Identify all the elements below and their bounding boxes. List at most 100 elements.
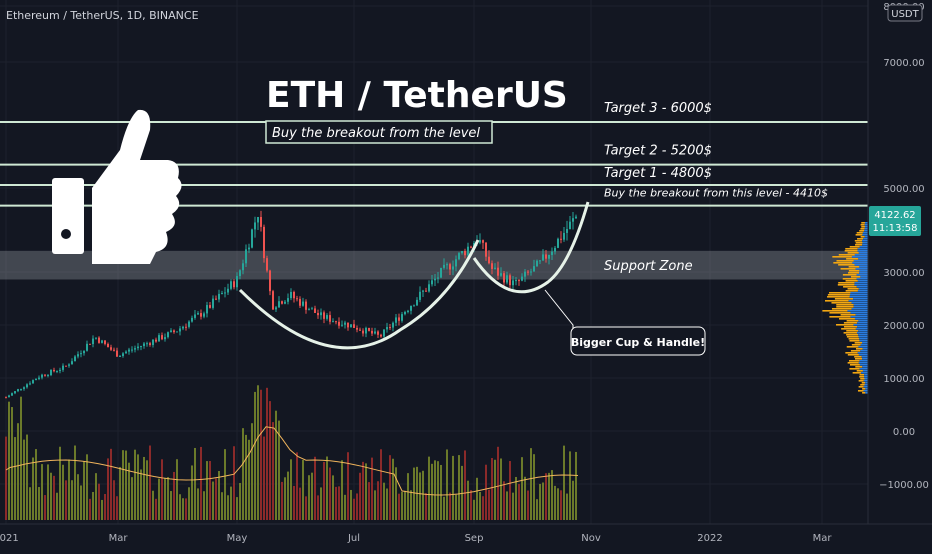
- candle-body: [191, 317, 193, 322]
- volume-bar: [92, 491, 94, 520]
- volume-bar: [230, 486, 232, 520]
- profile-bar-up: [833, 262, 853, 264]
- candle-body: [101, 340, 103, 343]
- candle-body: [131, 349, 133, 351]
- callout-box: [570, 326, 706, 356]
- volume-bar: [68, 459, 70, 520]
- current-price-badge: [869, 206, 921, 236]
- profile-bar-up: [855, 348, 863, 350]
- chart-title: ETH / TetherUS: [266, 75, 568, 116]
- volume-bar: [176, 459, 178, 520]
- candle-body: [92, 338, 94, 345]
- candle-body: [74, 356, 76, 362]
- y-tick-label: 5000.00: [883, 184, 924, 195]
- candle-body: [434, 278, 436, 281]
- profile-bar-up: [850, 350, 861, 352]
- candle-body: [104, 340, 106, 344]
- profile-bar-down: [857, 326, 868, 328]
- candle-body: [431, 280, 433, 285]
- volume-bar: [14, 437, 16, 520]
- candle-body: [335, 321, 337, 323]
- volume-bar: [185, 498, 187, 520]
- profile-bar-up: [844, 250, 858, 252]
- candle-body: [140, 346, 142, 348]
- candle-body: [158, 335, 160, 342]
- profile-bar-down: [857, 290, 868, 292]
- profile-bar-up: [859, 376, 865, 378]
- profile-bar-down: [858, 354, 868, 356]
- profile-bar-down: [856, 274, 868, 276]
- candle-body: [572, 218, 574, 222]
- volume-bar: [212, 481, 214, 520]
- volume-bar: [203, 491, 205, 520]
- volume-bar: [227, 495, 229, 520]
- profile-bar-up: [852, 372, 862, 374]
- candle-body: [278, 301, 280, 308]
- volume-bar: [446, 449, 448, 520]
- candle-body: [32, 380, 34, 384]
- profile-bar-up: [849, 368, 860, 370]
- profile-bar-down: [857, 248, 868, 250]
- profile-bar-up: [843, 322, 858, 324]
- profile-bar-up: [838, 264, 855, 266]
- volume-bar: [143, 456, 145, 520]
- volume-bar: [137, 454, 139, 520]
- volume-ma-line: [5, 426, 579, 496]
- profile-bar-down: [851, 308, 868, 310]
- profile-bar-down: [862, 240, 868, 242]
- candle-body: [47, 375, 49, 377]
- candle-body: [308, 309, 310, 311]
- profile-bar-down: [863, 390, 868, 392]
- candle-body: [188, 321, 190, 327]
- volume-bar: [422, 470, 424, 520]
- candle-body: [491, 263, 493, 269]
- x-tick-label: 2022: [697, 533, 722, 544]
- volume-bar: [236, 497, 238, 520]
- profile-bar-down: [858, 320, 868, 322]
- candle-body: [443, 264, 445, 268]
- volume-bar: [89, 498, 91, 520]
- candle-body: [389, 327, 391, 329]
- candle-body: [173, 330, 175, 333]
- candle-body: [80, 353, 82, 355]
- volume-bar: [140, 469, 142, 520]
- candle-body: [281, 301, 283, 304]
- candle-body: [242, 263, 244, 271]
- volume-bar: [308, 475, 310, 520]
- profile-bar-up: [855, 366, 863, 368]
- candle-body: [263, 226, 265, 259]
- volume-bar: [218, 471, 220, 520]
- candle-body: [464, 251, 466, 256]
- candle-body: [302, 301, 304, 306]
- profile-bar-up: [854, 358, 863, 360]
- candle-body: [89, 343, 91, 345]
- candle-body: [500, 273, 502, 276]
- volume-bar: [200, 446, 202, 520]
- volume-bar: [86, 454, 88, 520]
- candle-body: [446, 264, 448, 266]
- price-level-note: Target 2 - 5200$: [604, 144, 712, 159]
- candle-body: [209, 305, 211, 308]
- candle-body: [332, 321, 334, 323]
- profile-bar-down: [850, 316, 868, 318]
- profile-bar-up: [829, 292, 851, 294]
- volume-bar: [395, 467, 397, 520]
- candle-body: [260, 216, 262, 227]
- volume-bar: [365, 463, 367, 520]
- profile-bar-down: [862, 358, 868, 360]
- volume-bar: [155, 498, 157, 520]
- profile-bar-up: [860, 384, 865, 386]
- volume-bar: [47, 464, 49, 520]
- candle-body: [428, 284, 430, 292]
- candle-body: [575, 216, 577, 219]
- profile-bar-up: [838, 254, 855, 256]
- candle-body: [539, 260, 541, 262]
- volume-bar: [119, 466, 121, 520]
- profile-bar-down: [851, 302, 868, 304]
- profile-bar-down: [865, 392, 868, 394]
- candle-body: [482, 240, 484, 243]
- volume-bar: [104, 494, 106, 520]
- volume-bar: [455, 494, 457, 520]
- profile-bar-down: [865, 388, 868, 390]
